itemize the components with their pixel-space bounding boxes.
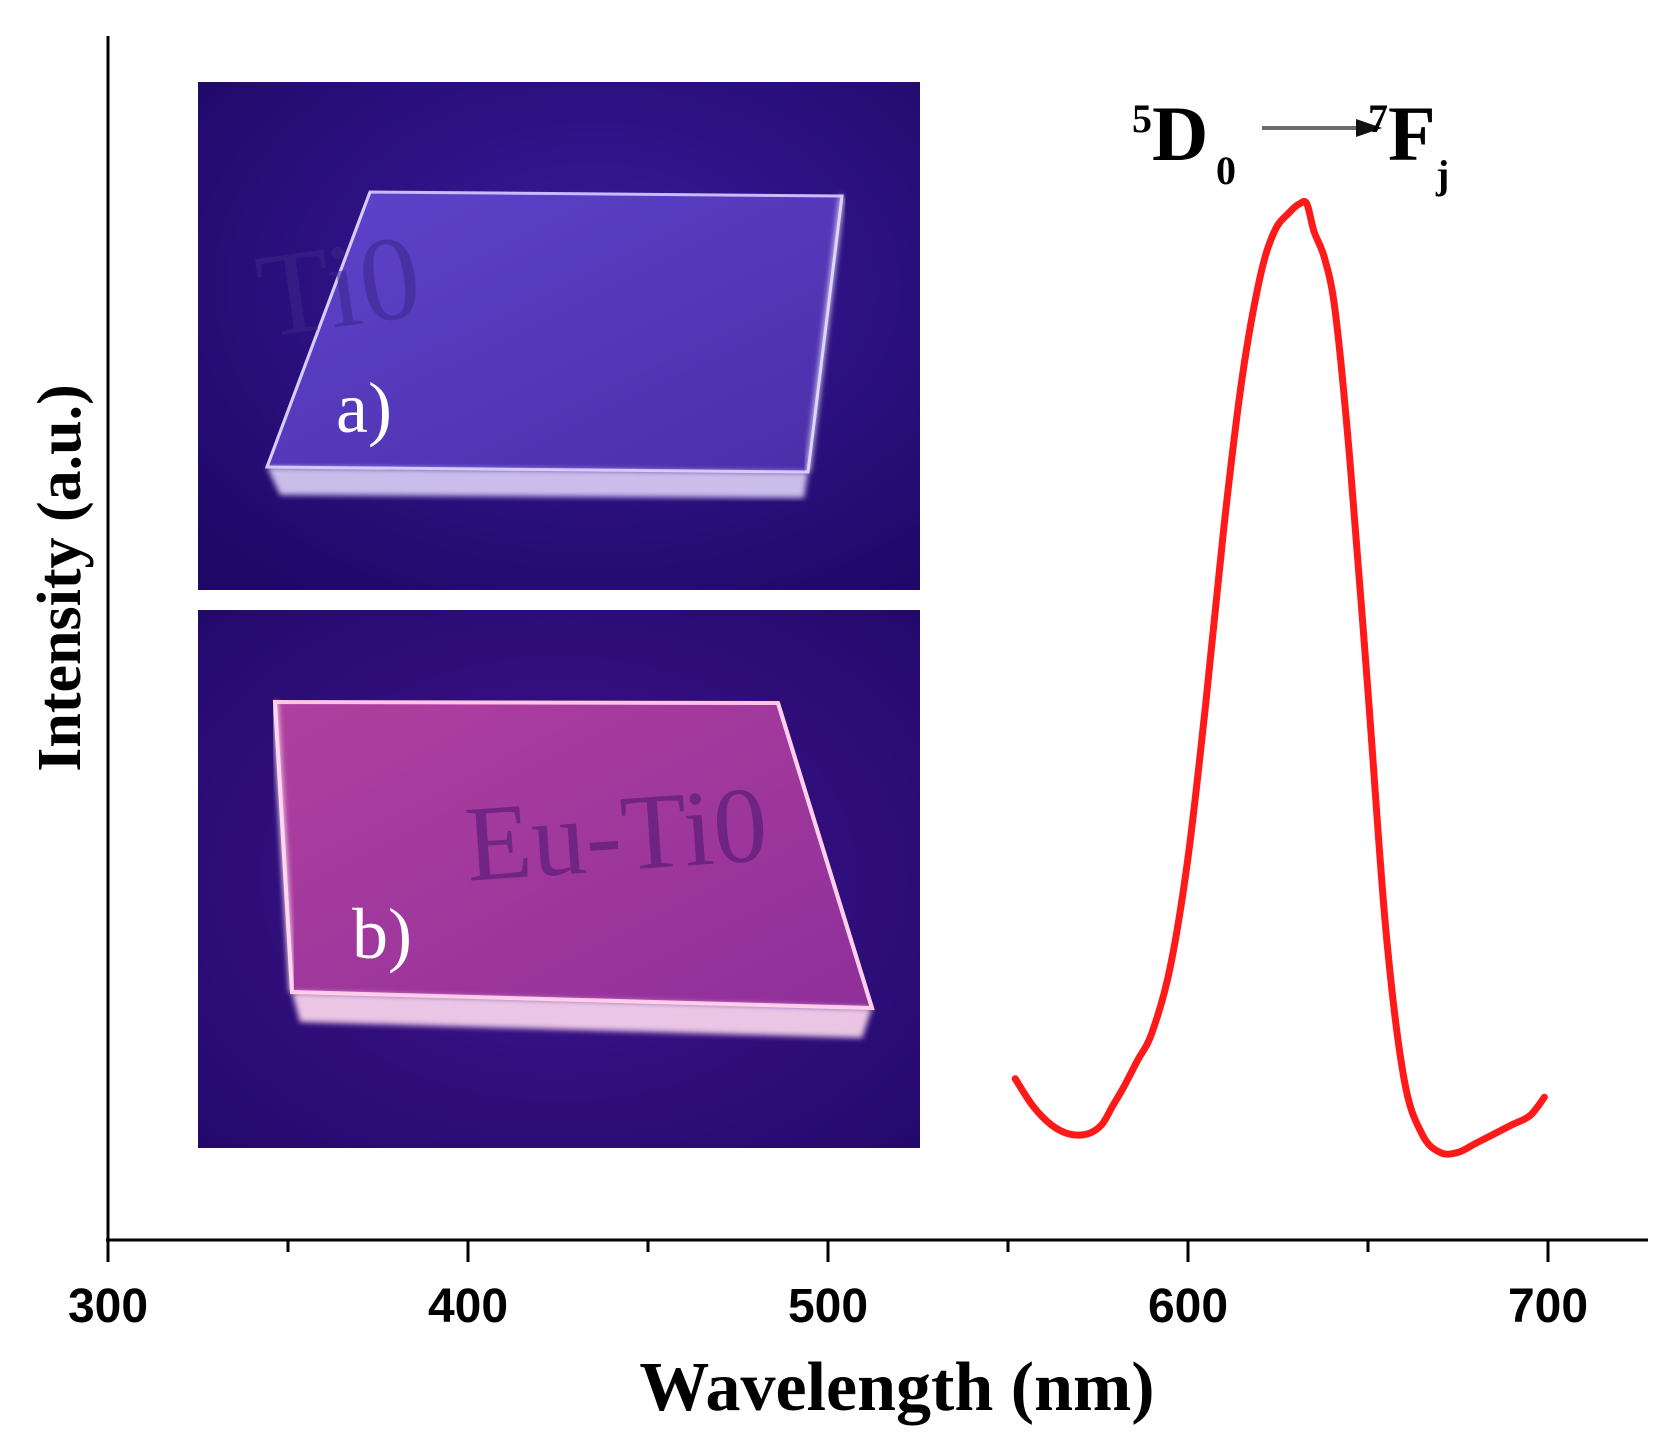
annotation-arrow-head [1356, 119, 1382, 137]
series-point-610 [1220, 522, 1228, 530]
x-tick-label-400: 400 [428, 1280, 508, 1333]
inset-b-glass-edge [292, 992, 872, 1038]
series-point-557 [1030, 1103, 1037, 1110]
x-tick-label-700: 700 [1508, 1280, 1588, 1333]
series-point-699 [1541, 1094, 1548, 1101]
x-axis-ticks [106, 1240, 1550, 1262]
inset-a-label: a) [336, 368, 392, 448]
series-point-628 [1285, 209, 1293, 217]
annotation-f-letter: F [1388, 90, 1436, 177]
inset-photo-a: Ti0 a) [198, 82, 920, 590]
series-point-638 [1321, 255, 1329, 263]
x-tick-label-300: 300 [68, 1280, 148, 1333]
series-point-631 [1296, 200, 1303, 207]
series-point-685 [1490, 1130, 1498, 1138]
series-point-620 [1256, 274, 1264, 281]
series-point-680 [1472, 1140, 1480, 1147]
series-point-582 [1120, 1084, 1127, 1092]
x-axis-title: Wavelength (nm) [639, 1349, 1154, 1426]
series-point-576 [1098, 1121, 1105, 1129]
series-point-695 [1526, 1112, 1534, 1119]
series-point-655 [1382, 928, 1390, 935]
y-axis-title: Intensity (a.u.) [26, 384, 94, 772]
series-point-562 [1048, 1121, 1055, 1129]
annotation-f-subscript: j [1435, 152, 1449, 197]
series-point-567 [1066, 1130, 1073, 1138]
x-axis-tick-labels: 300 400 500 600 700 [68, 1280, 1588, 1333]
series-point-665 [1418, 1130, 1426, 1138]
series-point-670 [1436, 1149, 1444, 1156]
inset-b-label: b) [352, 894, 412, 974]
series-point-633 [1303, 200, 1311, 207]
annotation-d-letter: D [1152, 90, 1208, 177]
series-point-615 [1238, 375, 1246, 382]
annotation-f-superscript: 7 [1368, 96, 1388, 141]
inset-a-glass-edge [267, 467, 808, 498]
series-point-600 [1184, 854, 1192, 861]
series-point-624 [1271, 228, 1278, 235]
annotation-d-subscript: 0 [1216, 148, 1236, 193]
series-point-660 [1400, 1075, 1408, 1082]
series-point-579 [1109, 1103, 1116, 1110]
series-point-586 [1134, 1057, 1141, 1064]
series-point-552 [1012, 1075, 1019, 1082]
series-point-650 [1364, 688, 1372, 696]
inset-photo-b: Eu-Ti0 b) [198, 610, 920, 1148]
inset-a-handwriting: Ti0 [249, 209, 428, 363]
series-point-675 [1454, 1149, 1462, 1156]
inset-b-handwriting: Eu-Ti0 [461, 765, 771, 905]
series-point-605 [1202, 697, 1210, 705]
emission-series-points [1012, 200, 1548, 1156]
series-point-572 [1084, 1130, 1091, 1138]
series-point-595 [1166, 965, 1174, 972]
series-point-641 [1332, 311, 1339, 318]
series-point-690 [1508, 1121, 1516, 1129]
series-point-590 [1148, 1029, 1156, 1036]
series-point-645 [1346, 458, 1354, 465]
transition-annotation: 5 D 0 7 F j [1132, 90, 1449, 197]
x-tick-label-500: 500 [788, 1280, 868, 1333]
emission-series-line [1011, 197, 1548, 1158]
annotation-d-superscript: 5 [1132, 96, 1152, 141]
series-point-635 [1310, 228, 1318, 235]
x-tick-label-600: 600 [1148, 1280, 1228, 1333]
